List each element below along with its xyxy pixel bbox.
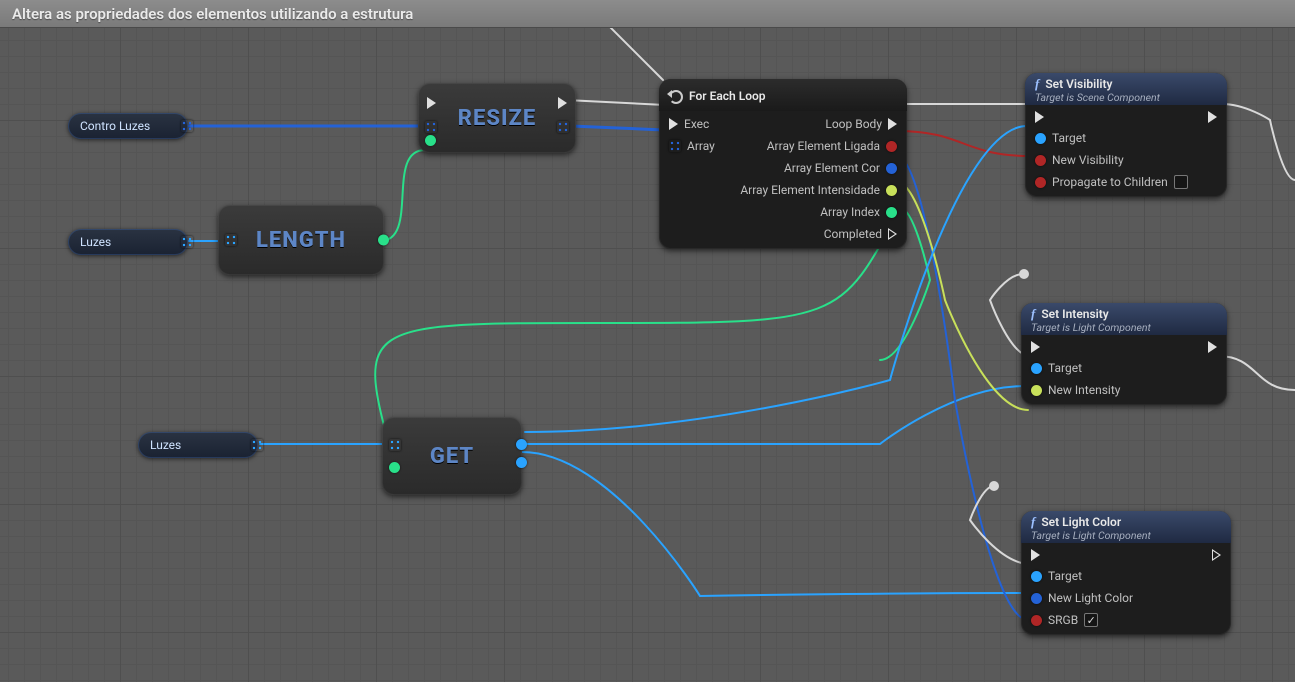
var-label: Contro Luzes	[80, 119, 150, 133]
pin-propagate[interactable]	[1035, 177, 1046, 188]
node-set-visibility[interactable]: f Set Visibility Target is Scene Componen…	[1025, 73, 1227, 197]
pin-new-visibility[interactable]	[1035, 155, 1046, 166]
pin-exec-in[interactable]	[1031, 549, 1040, 561]
loop-icon	[669, 90, 683, 104]
node-title: Set Light Color	[1041, 516, 1121, 530]
node-title: GET	[430, 444, 474, 469]
pin-output-array[interactable]	[251, 439, 263, 451]
pin-array-in[interactable]	[225, 234, 237, 246]
node-resize[interactable]: RESIZE	[418, 83, 576, 153]
node-set-intensity[interactable]: f Set Intensity Target is Light Component…	[1021, 303, 1227, 405]
pin-item-out[interactable]	[516, 439, 527, 450]
pin-loop-body[interactable]	[888, 118, 897, 130]
var-luzes-1[interactable]: Luzes	[68, 229, 188, 255]
pin-exec-in[interactable]	[1035, 111, 1044, 123]
pin-output-array[interactable]	[181, 236, 193, 248]
pin-array-index[interactable]	[886, 207, 897, 218]
pin-exec-out[interactable]	[1208, 111, 1217, 123]
node-set-light-color[interactable]: f Set Light Color Target is Light Compone…	[1021, 511, 1231, 635]
pin-array-in[interactable]	[389, 439, 401, 451]
node-foreach-loop[interactable]: For Each Loop Exec Array Loop Body Array…	[659, 79, 907, 249]
node-subtitle: Target is Light Component	[1031, 530, 1221, 542]
pin-item-out2[interactable]	[516, 457, 527, 468]
pin-exec-in[interactable]	[427, 97, 436, 109]
node-title: Set Intensity	[1041, 308, 1108, 322]
node-header: For Each Loop	[659, 79, 907, 111]
var-contro-luzes[interactable]: Contro Luzes	[68, 113, 188, 139]
function-icon: f	[1035, 77, 1039, 92]
pin-target[interactable]	[1031, 363, 1042, 374]
pin-exec-out[interactable]	[1208, 341, 1217, 353]
pin-new-intensity[interactable]	[1031, 385, 1042, 396]
pin-size-in[interactable]	[425, 135, 436, 146]
pin-array-in[interactable]	[669, 140, 681, 152]
function-icon: f	[1031, 515, 1035, 530]
node-title: LENGTH	[256, 228, 346, 253]
checkbox-propagate[interactable]	[1174, 175, 1188, 189]
node-get[interactable]: GET	[382, 417, 522, 495]
node-header: f Set Visibility Target is Scene Componen…	[1025, 73, 1227, 105]
node-subtitle: Target is Light Component	[1031, 322, 1217, 334]
pin-int-out[interactable]	[378, 235, 389, 246]
pin-elem-ligada[interactable]	[886, 141, 897, 152]
var-luzes-2[interactable]: Luzes	[138, 432, 258, 458]
pin-exec-in[interactable]	[669, 118, 678, 130]
pin-exec-in[interactable]	[1031, 341, 1040, 353]
comment-title: Altera as propriedades dos elementos uti…	[0, 0, 1295, 28]
node-header: f Set Intensity Target is Light Component	[1021, 303, 1227, 335]
node-length[interactable]: LENGTH	[218, 205, 384, 275]
pin-exec-out[interactable]	[1212, 549, 1221, 561]
pin-index-in[interactable]	[389, 462, 400, 473]
pin-completed[interactable]	[888, 228, 897, 240]
node-title: For Each Loop	[689, 90, 766, 104]
checkbox-srgb[interactable]: ✓	[1084, 613, 1098, 627]
pin-srgb[interactable]	[1031, 615, 1042, 626]
pin-array-in[interactable]	[425, 121, 437, 133]
pin-array-out[interactable]	[557, 121, 569, 133]
pin-target[interactable]	[1035, 133, 1046, 144]
var-label: Luzes	[150, 438, 181, 452]
pin-new-color[interactable]	[1031, 593, 1042, 604]
pin-exec-out[interactable]	[558, 97, 567, 109]
var-label: Luzes	[80, 235, 111, 249]
node-header: f Set Light Color Target is Light Compone…	[1021, 511, 1231, 543]
node-title: RESIZE	[458, 106, 537, 131]
pin-target[interactable]	[1031, 571, 1042, 582]
node-subtitle: Target is Scene Component	[1035, 92, 1217, 104]
function-icon: f	[1031, 307, 1035, 322]
node-title: Set Visibility	[1045, 78, 1112, 92]
pin-elem-cor[interactable]	[886, 163, 897, 174]
pin-output-array[interactable]	[181, 120, 193, 132]
pin-elem-intensidade[interactable]	[886, 185, 897, 196]
